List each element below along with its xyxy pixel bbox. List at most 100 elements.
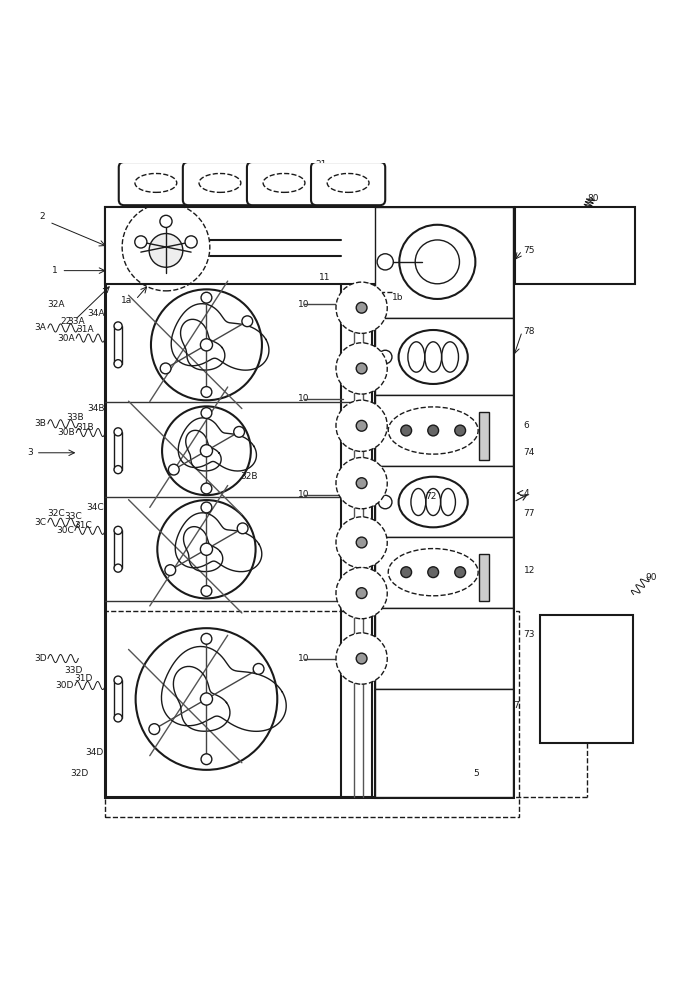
Circle shape	[356, 420, 367, 431]
Circle shape	[336, 282, 387, 333]
Circle shape	[165, 565, 176, 576]
Text: 32D: 32D	[70, 769, 89, 778]
Circle shape	[336, 343, 387, 394]
Bar	[105, 611, 518, 817]
Text: 21: 21	[316, 160, 327, 169]
Text: 75: 75	[523, 246, 535, 255]
Text: 33B: 33B	[66, 413, 84, 422]
Bar	[540, 615, 633, 743]
Bar	[479, 412, 489, 460]
Bar	[514, 207, 635, 284]
Circle shape	[336, 567, 387, 619]
Text: 34B: 34B	[88, 404, 105, 413]
Text: 1a: 1a	[121, 296, 132, 305]
Text: 90: 90	[645, 573, 656, 582]
Circle shape	[185, 236, 197, 248]
Circle shape	[200, 339, 212, 351]
Text: 12: 12	[523, 566, 535, 575]
Circle shape	[200, 693, 212, 705]
Circle shape	[336, 457, 387, 509]
Bar	[105, 207, 382, 284]
Circle shape	[356, 588, 367, 598]
Bar	[375, 318, 513, 395]
Circle shape	[114, 526, 122, 534]
Circle shape	[114, 676, 122, 684]
Circle shape	[455, 425, 466, 436]
Text: TP1: TP1	[353, 301, 367, 307]
Circle shape	[401, 425, 412, 436]
Text: 10: 10	[298, 394, 310, 403]
Circle shape	[428, 425, 439, 436]
Circle shape	[254, 664, 264, 674]
Text: 11: 11	[319, 273, 331, 282]
Text: 77: 77	[523, 509, 535, 518]
Circle shape	[114, 322, 122, 330]
Circle shape	[114, 564, 122, 572]
Circle shape	[136, 628, 277, 770]
Bar	[375, 207, 513, 318]
Circle shape	[200, 445, 212, 457]
Text: 32C: 32C	[47, 509, 65, 518]
Circle shape	[356, 537, 367, 548]
Circle shape	[201, 502, 212, 513]
Circle shape	[356, 363, 367, 374]
Text: 80: 80	[587, 194, 599, 203]
Text: 32A: 32A	[47, 300, 65, 309]
Circle shape	[428, 567, 439, 578]
Bar	[375, 608, 513, 689]
Circle shape	[114, 360, 122, 368]
Text: 33A: 33A	[68, 317, 85, 326]
Circle shape	[201, 633, 212, 644]
Text: 34C: 34C	[87, 503, 104, 512]
Text: TP6: TP6	[353, 587, 367, 593]
Text: 10: 10	[298, 300, 310, 309]
Text: 30B: 30B	[57, 428, 75, 437]
Bar	[341, 207, 372, 797]
Text: 5: 5	[473, 769, 479, 778]
Circle shape	[135, 236, 147, 248]
Circle shape	[200, 543, 212, 555]
Text: 30A: 30A	[57, 334, 75, 343]
Circle shape	[356, 478, 367, 489]
Circle shape	[237, 523, 248, 534]
FancyBboxPatch shape	[183, 162, 257, 205]
Circle shape	[455, 567, 466, 578]
Circle shape	[336, 517, 387, 568]
Text: 73: 73	[523, 630, 535, 639]
Text: TP3: TP3	[353, 419, 367, 425]
Text: 7: 7	[513, 701, 519, 710]
Text: 20: 20	[214, 163, 226, 172]
Text: 3B: 3B	[34, 419, 47, 428]
Text: TP5: TP5	[353, 536, 367, 542]
Bar	[479, 554, 489, 601]
FancyBboxPatch shape	[247, 162, 321, 205]
FancyBboxPatch shape	[119, 162, 193, 205]
Text: 22: 22	[60, 317, 72, 326]
Text: 30C: 30C	[56, 526, 74, 535]
Circle shape	[356, 653, 367, 664]
Bar	[114, 326, 122, 364]
Text: TP7: TP7	[353, 652, 367, 658]
Text: 78: 78	[523, 327, 535, 336]
Bar	[114, 432, 122, 470]
Circle shape	[151, 289, 262, 400]
Text: 34D: 34D	[86, 748, 104, 757]
Bar	[114, 530, 122, 568]
Text: 20: 20	[150, 163, 162, 172]
Circle shape	[201, 586, 212, 596]
Circle shape	[162, 406, 251, 495]
Circle shape	[114, 428, 122, 436]
Text: 20: 20	[279, 163, 290, 172]
Text: TP4: TP4	[353, 477, 367, 483]
Circle shape	[401, 567, 412, 578]
Text: 33D: 33D	[64, 666, 82, 675]
Text: 33C: 33C	[65, 512, 82, 521]
Circle shape	[158, 500, 256, 598]
Text: 31A: 31A	[76, 325, 94, 334]
Circle shape	[149, 234, 183, 267]
Circle shape	[356, 302, 367, 313]
Text: 31C: 31C	[74, 521, 93, 530]
Bar	[375, 466, 513, 537]
Circle shape	[114, 714, 122, 722]
Bar	[105, 207, 382, 797]
